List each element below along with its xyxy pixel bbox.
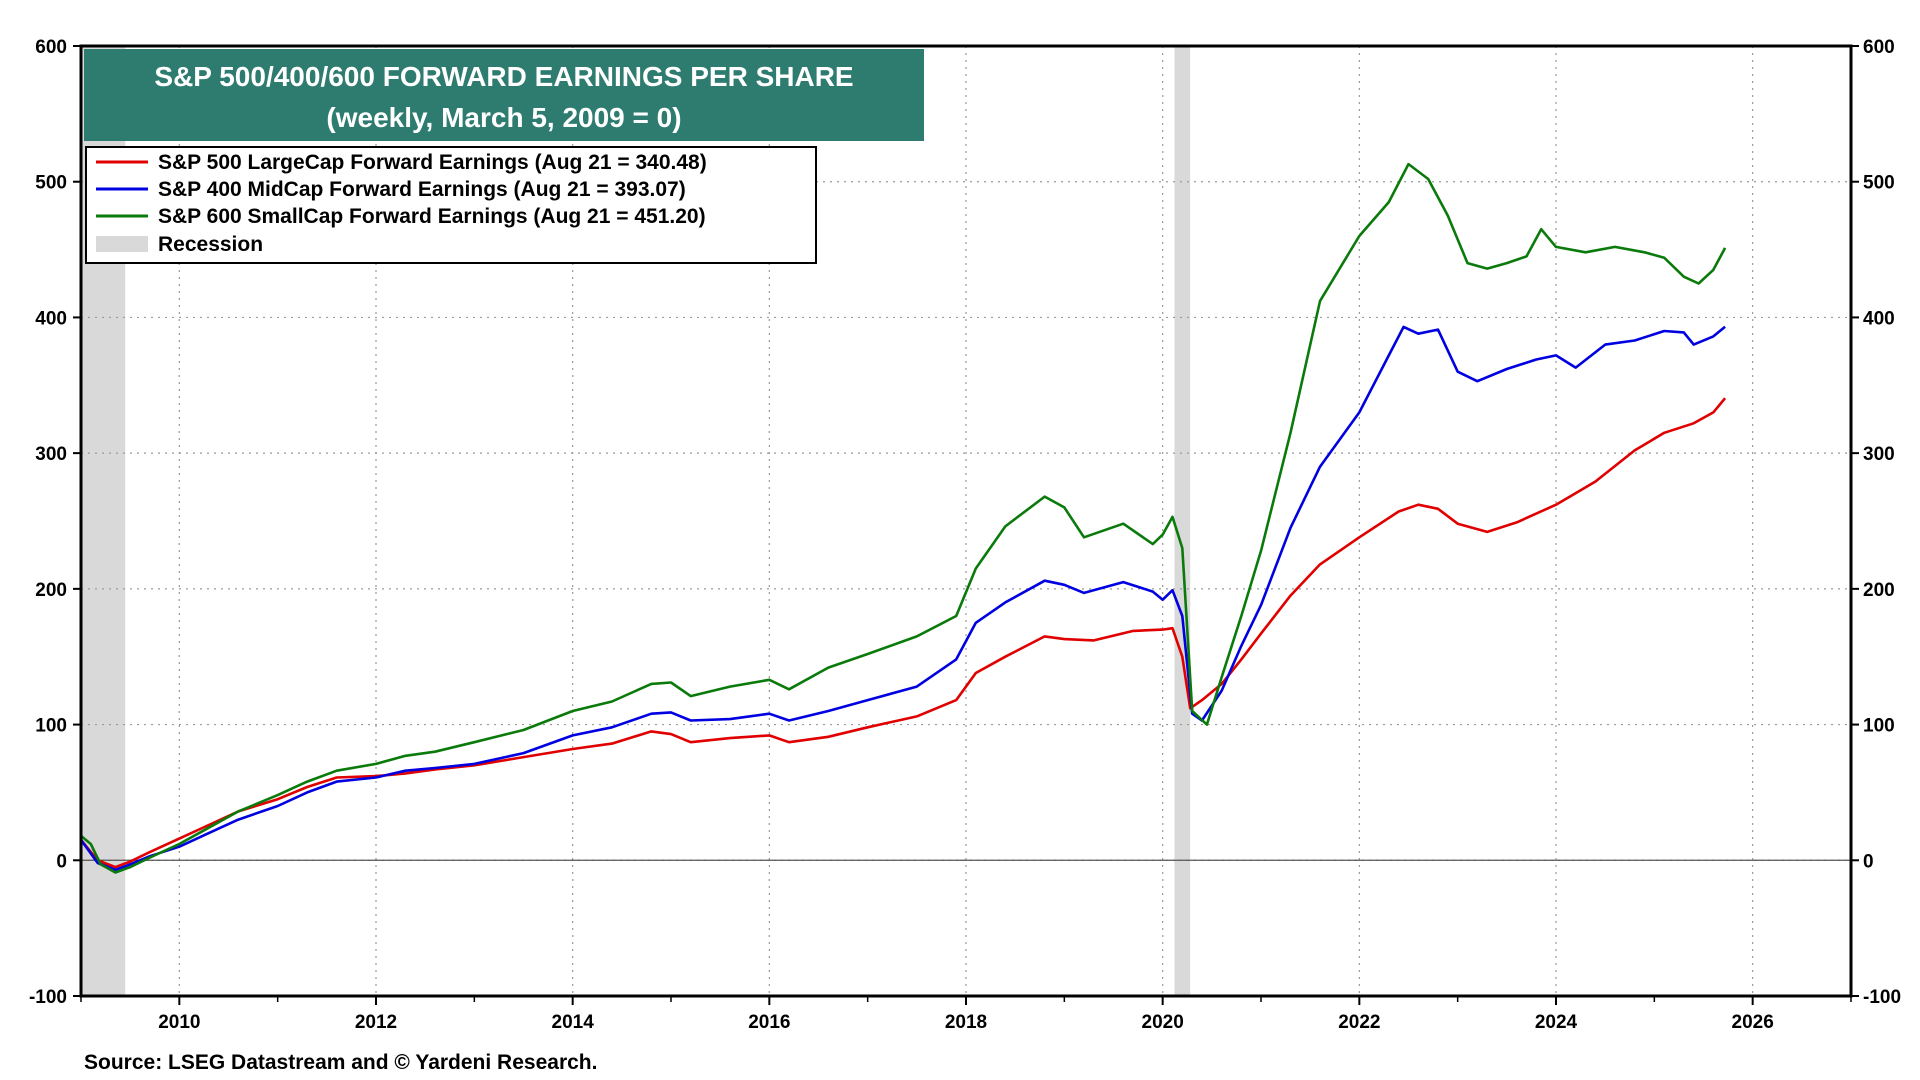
y-tick-label-left: 200: [35, 580, 67, 601]
recession-band: [1174, 46, 1191, 996]
y-tick-label-right: 600: [1863, 37, 1895, 58]
source-note: Source: LSEG Datastream and © Yardeni Re…: [84, 1051, 597, 1074]
legend-label-recession: Recession: [158, 233, 263, 256]
y-axis-left: -100 0 100 200 300 400 500 600: [29, 37, 81, 1008]
legend-label-small-cap: S&P 600 SmallCap Forward Earnings (Aug 2…: [158, 205, 706, 228]
legend-label-mid-cap: S&P 400 MidCap Forward Earnings (Aug 21 …: [158, 178, 686, 201]
y-tick-label-left: 300: [35, 444, 67, 465]
x-tick-label: 2020: [1142, 1012, 1184, 1033]
y-tick-label-right: 500: [1863, 173, 1895, 194]
x-tick-label: 2026: [1732, 1012, 1774, 1033]
series-line-0: [79, 397, 1727, 869]
x-tick-label: 2012: [355, 1012, 397, 1033]
legend-box: [85, 146, 817, 264]
x-axis: 2010 2012 2014 2016 2018 2020 2022 2024 2026: [80, 996, 1852, 1033]
y-tick-label-left: 600: [35, 37, 67, 58]
series-lines: [79, 162, 1727, 874]
legend-swatch-recession: [96, 236, 148, 252]
x-tick-label: 2018: [945, 1012, 987, 1033]
y-tick-label-right: 400: [1863, 308, 1895, 329]
y-tick-label-left: 0: [56, 851, 67, 872]
y-tick-label-right: 0: [1863, 851, 1874, 872]
y-tick-label-right: 300: [1863, 444, 1895, 465]
x-tick-label: 2016: [748, 1012, 790, 1033]
chart-title: S&P 500/400/600 FORWARD EARNINGS PER SHA…: [154, 61, 853, 92]
y-tick-label-right: -100: [1863, 987, 1901, 1008]
series-line-2: [80, 162, 1727, 874]
y-tick-label-left: 400: [35, 308, 67, 329]
title-box: [84, 49, 924, 141]
y-tick-label-right: 200: [1863, 580, 1895, 601]
x-tick-label: 2014: [552, 1012, 595, 1033]
chart-subtitle: (weekly, March 5, 2009 = 0): [326, 102, 681, 133]
legend: S&P 500 LargeCap Forward Earnings (Aug 2…: [85, 146, 817, 264]
legend-label-large-cap: S&P 500 LargeCap Forward Earnings (Aug 2…: [158, 151, 707, 174]
y-tick-label-left: -100: [29, 987, 67, 1008]
series-line-1: [79, 325, 1726, 872]
x-tick-label: 2024: [1535, 1012, 1578, 1033]
y-tick-label-right: 100: [1863, 716, 1895, 737]
x-tick-label: 2022: [1338, 1012, 1380, 1033]
x-tick-label: 2010: [158, 1012, 200, 1033]
y-tick-label-left: 500: [35, 173, 67, 194]
y-axis-right: -100 0 100 200 300 400 500 600: [1851, 37, 1901, 1008]
y-tick-label-left: 100: [35, 716, 67, 737]
